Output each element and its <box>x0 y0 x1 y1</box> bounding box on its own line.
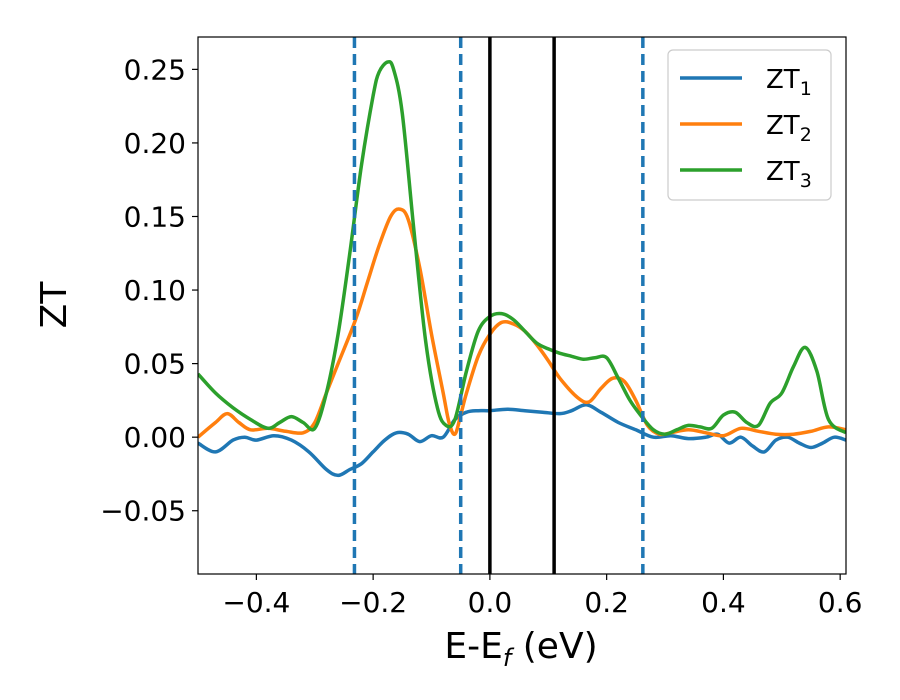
y-tick-label: 0.10 <box>124 274 186 307</box>
x-axis-label-unit: (eV) <box>511 626 597 667</box>
x-tick-label: −0.4 <box>222 586 290 619</box>
y-tick-label: 0.00 <box>124 421 186 454</box>
x-axis-label: E-Ef (eV) <box>444 626 597 672</box>
legend-label-zt3: ZT3 <box>766 157 812 192</box>
y-tick-label: 0.25 <box>124 53 186 86</box>
legend-box <box>667 49 832 201</box>
y-tick-label: 0.20 <box>124 127 186 160</box>
x-axis: −0.4 −0.2 0.0 0.2 0.4 0.6 <box>222 574 862 619</box>
series-line-zt3 <box>198 59 846 436</box>
x-axis-label-main: E-E <box>444 626 502 667</box>
x-tick-label: −0.2 <box>339 586 407 619</box>
legend-label-zt2: ZT2 <box>766 111 812 146</box>
x-tick-label: 0.0 <box>468 586 513 619</box>
y-axis-label: ZT <box>34 281 75 329</box>
axes-frame <box>197 36 847 575</box>
x-tick-label: 0.6 <box>818 586 863 619</box>
plot-area <box>198 37 846 574</box>
x-tick-label: 0.2 <box>584 586 629 619</box>
series-line-zt2 <box>198 207 846 439</box>
y-axis: −0.05 0.00 0.05 0.10 0.15 0.20 0.25 <box>100 53 198 528</box>
series-line-zt1 <box>198 403 846 478</box>
y-tick-label: 0.15 <box>124 200 186 233</box>
plot-border <box>197 36 847 575</box>
y-tick-label: −0.05 <box>100 495 186 528</box>
x-tick-label: 0.4 <box>701 586 746 619</box>
legend: ZT1 ZT2 ZT3 <box>667 49 832 201</box>
y-tick-label: 0.05 <box>124 348 186 381</box>
legend-label-zt1: ZT1 <box>766 65 812 100</box>
